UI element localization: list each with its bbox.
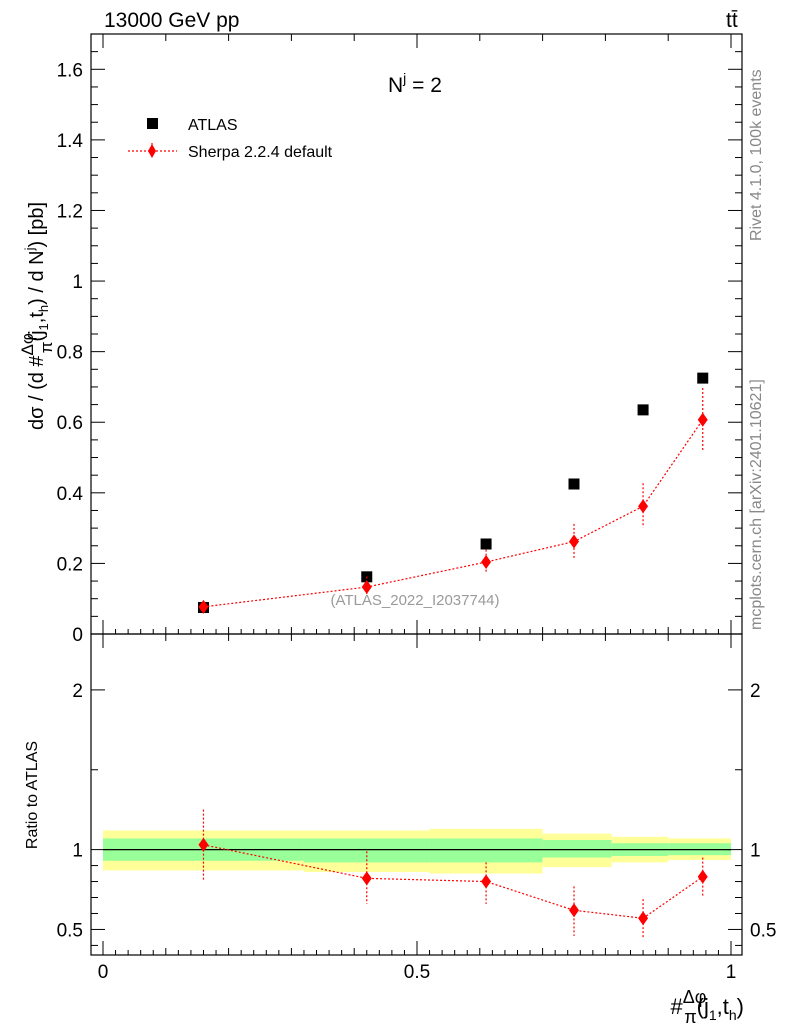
legend: ATLAS Sherpa 2.2.4 default	[128, 117, 333, 161]
panel-title: Nj = 2	[388, 70, 442, 97]
main-ytick-label: 1	[72, 272, 83, 293]
sherpa-point	[697, 412, 708, 427]
main-ytick-label: 0	[72, 625, 83, 646]
legend-atlas-marker	[147, 118, 158, 129]
sherpa-ratio-point	[361, 871, 372, 886]
ratio-frame	[90, 633, 743, 956]
main-ytick-label: 0.2	[57, 554, 83, 575]
main-ytick-label: 1.6	[57, 60, 83, 81]
ratio-ytick-label-right: 1	[750, 841, 761, 862]
legend-sherpa-label: Sherpa 2.2.4 default	[188, 144, 333, 161]
sherpa-line	[203, 419, 704, 608]
uncertainty-band-green	[429, 838, 543, 863]
main-panel: 0 0.2 0.4 0.6 0.8 1 1.2 1.4 1.6	[57, 33, 743, 646]
xtick-label: 0.5	[404, 962, 430, 983]
energy-label: 13000 GeV pp	[104, 9, 239, 32]
sherpa-point	[569, 534, 579, 549]
ratio-ytick-label-right: 2	[750, 681, 761, 702]
sherpa-ratio-point	[198, 837, 209, 852]
sherpa-ratio-point	[638, 911, 649, 926]
process-label: tt̄	[726, 9, 738, 32]
mcplots-label: mcplots.cern.ch [arXiv:2401.10621]	[748, 379, 765, 630]
legend-sherpa-marker	[148, 144, 156, 158]
main-ytick-label: 0.8	[57, 343, 83, 364]
atlas-point	[637, 404, 649, 416]
svg-text:#Δφπ(j1,th): #Δφ π(j1,th)	[671, 987, 745, 1024]
sherpa-point	[638, 499, 649, 514]
sherpa-point	[481, 555, 492, 569]
ratio-ytick-label: 1	[72, 841, 83, 862]
ratio-panel: 0 0.5 1 0.5 0.5 1 1 2 2	[57, 633, 776, 983]
atlas-point	[568, 478, 580, 490]
main-ytick-label: 0.6	[57, 413, 83, 434]
xtick-label: 0	[98, 962, 109, 983]
sherpa-ratio-point	[569, 903, 579, 918]
sherpa-ratio-point	[481, 874, 492, 889]
ratio-ytick-label: 2	[72, 681, 83, 702]
atlas-point	[697, 372, 709, 384]
analysis-watermark: (ATLAS_2022_I2037744)	[330, 592, 499, 609]
uncertainty-band-green	[303, 838, 430, 863]
uncertainty-band-green	[542, 840, 612, 858]
ratio-ylabel: Ratio to ATLAS	[24, 741, 41, 849]
svg-text:dσ / (d #Δφπ(j1,th) / d Nj) [p: dσ / (d #Δφπ(j1,th) / d Nj) [pb]	[18, 202, 56, 430]
main-ytick-label: 1.2	[57, 201, 83, 222]
ratio-ytick-label-right: 0.5	[750, 920, 776, 941]
x-axis-label: #Δφ π(j1,th)	[671, 987, 745, 1024]
atlas-point	[480, 538, 492, 550]
xtick-label: 1	[726, 962, 737, 983]
sherpa-point	[361, 580, 372, 595]
sherpa-point	[198, 599, 209, 614]
sherpa-ratio-point	[697, 869, 708, 884]
ratio-ytick-label: 0.5	[57, 920, 83, 941]
sherpa-ratio-line	[203, 844, 704, 919]
main-ylabel: dσ / (d #Δφπ(j1,th) / d Nj) [pb]	[18, 202, 56, 430]
main-ytick-label: 1.4	[57, 131, 84, 152]
legend-atlas-label: ATLAS	[188, 117, 238, 134]
rivet-label: Rivet 4.1.0, 100k events	[748, 69, 765, 241]
main-ytick-label: 0.4	[57, 484, 84, 505]
